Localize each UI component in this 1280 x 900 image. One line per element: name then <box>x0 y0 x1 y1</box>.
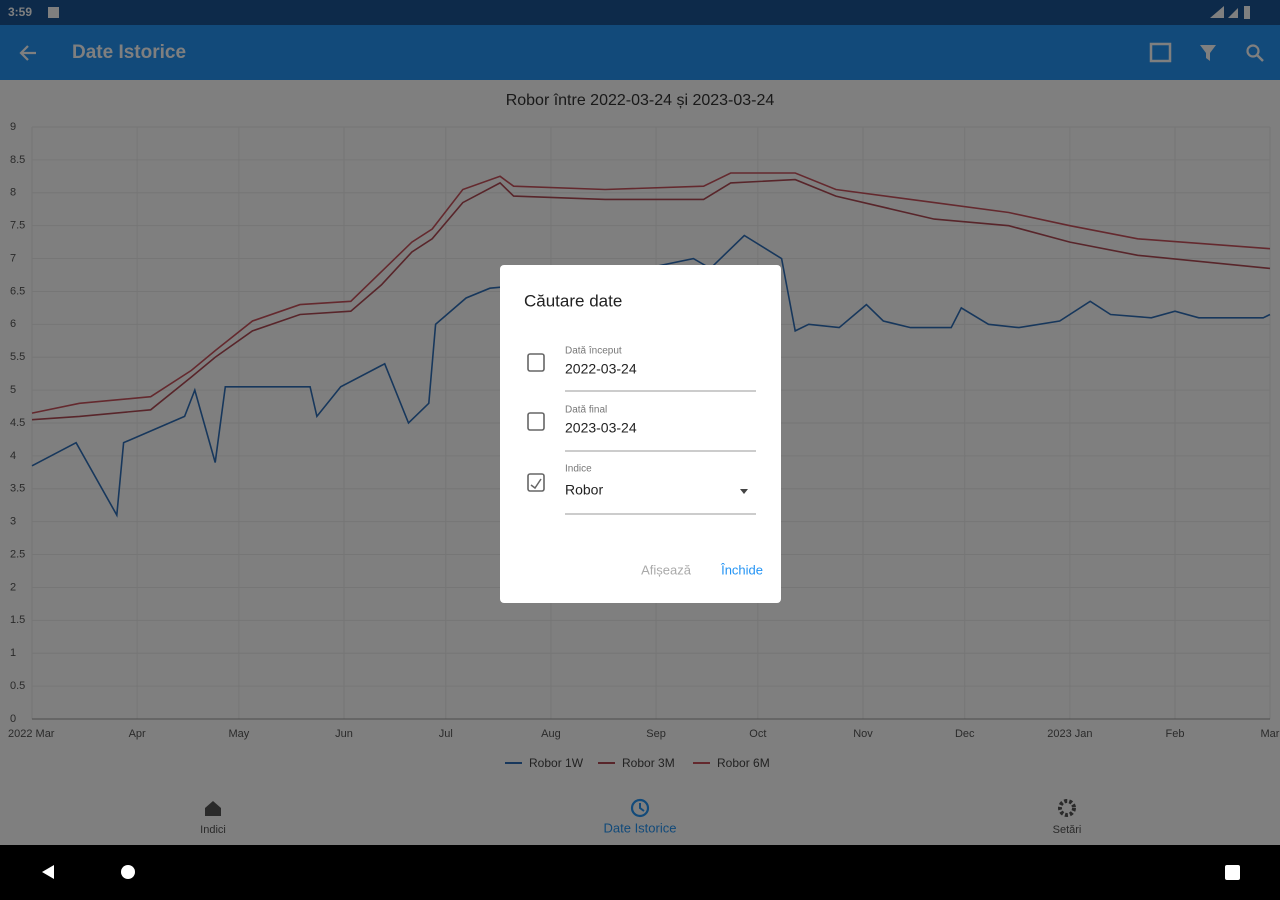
nav-back[interactable] <box>42 865 54 879</box>
nav-recents[interactable] <box>1225 865 1240 880</box>
dropdown-arrow[interactable] <box>740 489 748 494</box>
dialog-button[interactable]: Închide <box>720 562 763 577</box>
index-icon <box>527 473 545 492</box>
field-label: Dată final <box>565 405 607 416</box>
field-value[interactable]: 2022-03-24 <box>565 361 637 377</box>
field-value[interactable]: Robor <box>565 482 603 498</box>
dialog-button-disabled[interactable]: Afișează <box>641 562 692 577</box>
system-nav <box>0 845 1280 900</box>
nav-home[interactable] <box>121 865 135 879</box>
calendar-icon <box>527 412 545 431</box>
dialog: Căutare date Dată început 2022-03-24 Dat… <box>500 265 781 603</box>
field-value[interactable]: 2023-03-24 <box>565 420 637 436</box>
field-label: Indice <box>565 464 592 475</box>
dialog-box <box>500 265 781 603</box>
dialog-title: Căutare date <box>524 291 622 310</box>
index-check <box>530 478 542 490</box>
calendar-icon <box>527 353 545 372</box>
field-label: Dată început <box>565 346 622 357</box>
